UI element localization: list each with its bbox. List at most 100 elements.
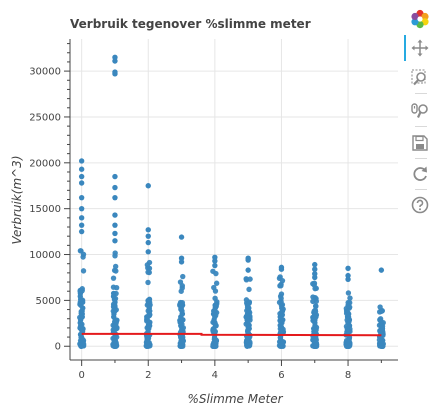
data-point	[112, 230, 118, 237]
data-point	[311, 280, 318, 286]
data-point	[311, 308, 318, 314]
data-point	[145, 279, 151, 286]
data-point	[145, 269, 151, 275]
data-point	[312, 271, 318, 277]
data-point	[377, 304, 383, 310]
y-tick-label: 10000	[29, 250, 61, 261]
reset-icon	[413, 166, 427, 181]
data-points	[77, 54, 386, 349]
x-axis-label: %Slimme Meter	[187, 392, 283, 406]
y-tick-label: 25000	[29, 112, 61, 123]
data-point	[212, 302, 219, 308]
data-point	[246, 305, 252, 311]
bokeh-logo-button[interactable]	[404, 6, 436, 32]
toolbar-separator	[415, 93, 427, 94]
x-tick-label: 6	[278, 370, 284, 381]
chart-title: Verbruik tegenover %slimme meter	[70, 17, 311, 31]
data-point	[213, 270, 219, 277]
save-tool-button[interactable]	[404, 130, 436, 156]
data-point	[313, 303, 319, 309]
trend-line-group	[81, 332, 382, 337]
data-point	[145, 183, 151, 189]
data-point	[78, 158, 85, 164]
data-point	[377, 316, 384, 322]
axes: 0 5000 10000 15000 20000 25000 30000 0 2 4 6 8	[29, 39, 398, 381]
toolbar-separator	[415, 189, 427, 190]
data-point	[179, 283, 186, 289]
pan-tool-button[interactable]	[404, 35, 436, 61]
save-icon	[412, 135, 428, 151]
data-point	[110, 275, 117, 281]
data-point	[146, 259, 153, 266]
wheel-zoom-tool-button[interactable]	[404, 98, 436, 124]
data-point	[246, 286, 252, 293]
data-point	[78, 166, 85, 172]
data-point	[243, 277, 250, 283]
chart-toolbar	[404, 4, 436, 234]
toolbar-separator	[415, 126, 427, 127]
data-point	[211, 284, 217, 291]
data-point	[78, 228, 85, 235]
data-point	[180, 273, 186, 280]
data-point	[112, 194, 118, 201]
data-point	[113, 285, 120, 291]
data-point	[378, 267, 385, 273]
data-point	[213, 280, 220, 286]
bokeh-logo-icon	[411, 9, 429, 29]
trend-line	[81, 332, 382, 337]
data-point	[310, 298, 316, 305]
data-point	[345, 265, 351, 271]
y-tick-label: 15000	[29, 204, 61, 215]
data-point	[145, 227, 151, 233]
data-point	[78, 248, 84, 254]
y-tick-label: 0	[55, 342, 61, 353]
x-tick-label: 0	[78, 370, 84, 381]
data-point	[145, 239, 151, 246]
data-point	[112, 222, 118, 228]
data-point	[278, 264, 285, 271]
data-point	[112, 238, 118, 244]
data-point	[347, 295, 353, 301]
toolbar-separator	[415, 158, 427, 159]
data-point	[345, 311, 352, 317]
reset-tool-button[interactable]	[404, 161, 436, 187]
x-tick-label: 2	[145, 370, 151, 381]
y-tick-label: 5000	[36, 296, 61, 307]
data-point	[278, 283, 284, 289]
data-point	[245, 267, 251, 273]
data-point	[78, 194, 85, 201]
data-point	[246, 300, 252, 307]
data-point	[145, 233, 151, 239]
help-icon	[411, 196, 429, 214]
y-tick-label: 20000	[29, 158, 61, 169]
active-tool-indicator	[404, 35, 406, 61]
data-point	[112, 184, 118, 191]
data-point	[279, 305, 285, 311]
data-point	[178, 288, 184, 294]
data-point	[312, 285, 318, 292]
data-point	[212, 254, 218, 260]
box-zoom-tool-button[interactable]	[404, 65, 436, 91]
data-point	[112, 54, 118, 61]
help-tool-button[interactable]	[404, 192, 436, 218]
data-point	[178, 255, 185, 261]
data-point	[179, 302, 186, 308]
data-point	[245, 255, 251, 261]
data-point	[78, 180, 85, 186]
data-point	[378, 322, 384, 329]
data-point	[77, 287, 83, 294]
data-point	[78, 173, 85, 180]
wheel-zoom-icon	[411, 103, 428, 118]
data-point	[146, 296, 153, 302]
data-point	[112, 69, 118, 75]
data-point	[345, 272, 351, 279]
pan-icon	[411, 39, 429, 57]
box-zoom-icon	[411, 69, 426, 86]
x-tick-label: 4	[212, 370, 218, 381]
data-point	[312, 261, 318, 268]
data-point	[312, 266, 318, 272]
data-point	[113, 268, 119, 274]
data-point	[112, 212, 118, 218]
